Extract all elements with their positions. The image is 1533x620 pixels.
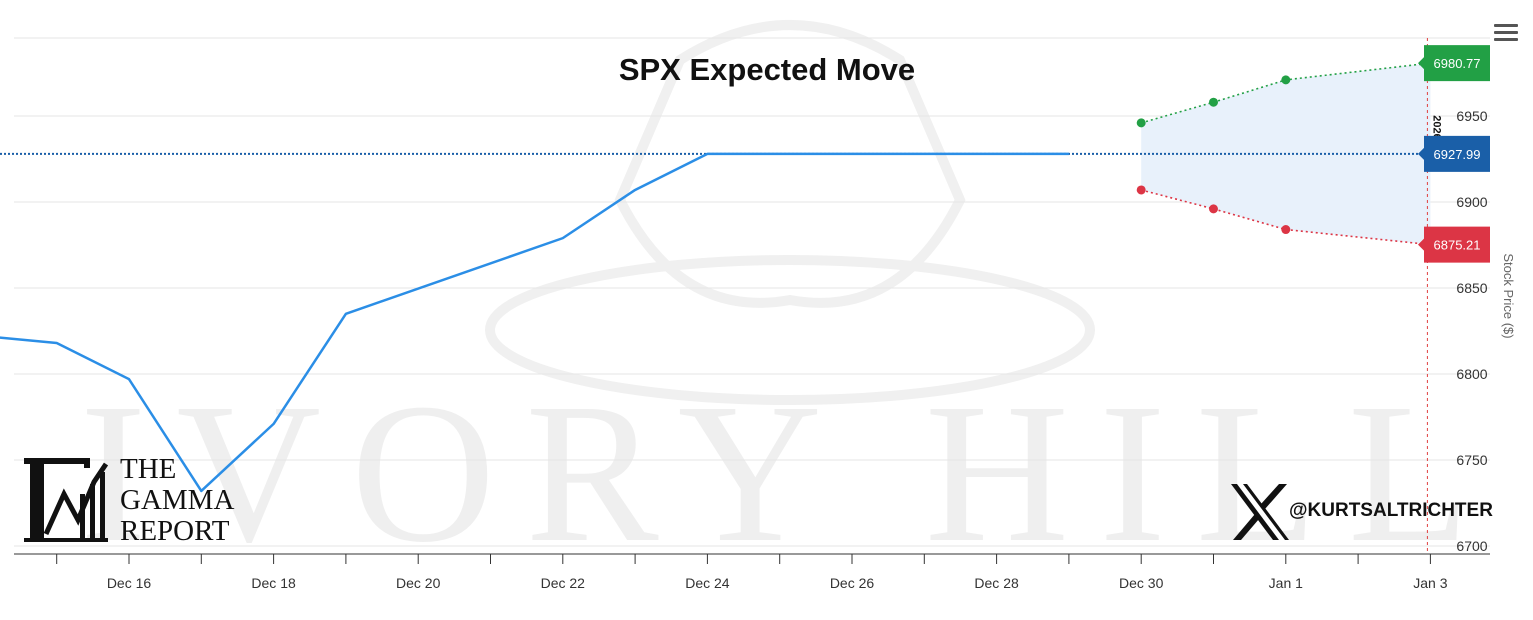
value-label-text: 6927.99 xyxy=(1434,147,1481,162)
logo-text: THE GAMMA REPORT xyxy=(120,454,234,547)
x-tick-label: Dec 16 xyxy=(107,575,152,591)
y-tick-label: 6750 xyxy=(1456,452,1487,468)
x-tick-label: Dec 20 xyxy=(396,575,441,591)
y-tick-label: 6950 xyxy=(1456,108,1487,124)
menu-bar-icon xyxy=(1494,31,1518,34)
logo-line: REPORT xyxy=(120,515,230,547)
y-tick-label: 6800 xyxy=(1456,366,1487,382)
x-tick-label: Jan 1 xyxy=(1269,575,1303,591)
value-label-text: 6980.77 xyxy=(1434,56,1481,71)
price-line xyxy=(0,152,1069,493)
logo-line: GAMMA xyxy=(120,484,235,516)
chart-title: SPX Expected Move xyxy=(619,52,915,87)
y-tick-label: 6850 xyxy=(1456,280,1487,296)
x-logo-icon xyxy=(1231,484,1289,540)
upper-bound-point xyxy=(1209,97,1218,107)
x-tick-label: Dec 18 xyxy=(251,575,296,591)
upper-bound-point xyxy=(1136,118,1146,128)
lower-bound-point xyxy=(1136,185,1146,195)
x-tick-label: Dec 30 xyxy=(1119,575,1164,591)
y-tick-label: 6900 xyxy=(1456,194,1487,210)
upper-bound-point xyxy=(1281,75,1291,85)
value-label-badge xyxy=(1418,135,1490,172)
lower-bound-point xyxy=(1209,204,1218,214)
lower-bound-point xyxy=(1281,225,1291,235)
x-tick-label: Dec 28 xyxy=(974,575,1019,591)
gamma-report-logo-icon xyxy=(24,458,109,542)
value-label-badge xyxy=(1418,226,1490,263)
menu-bar-icon xyxy=(1494,24,1518,27)
y-tick-label: 6700 xyxy=(1456,538,1487,554)
x-tick-label: Dec 22 xyxy=(541,575,586,591)
x-tick-label: Jan 3 xyxy=(1413,575,1447,591)
x-tick-label: Dec 26 xyxy=(830,575,875,591)
value-label-text: 6875.21 xyxy=(1434,238,1481,253)
watermark-ellipse xyxy=(485,255,1095,405)
value-label-badge xyxy=(1418,45,1490,82)
chart-menu-button[interactable] xyxy=(1494,24,1518,44)
social-handle: @KURTSALTRICHTER xyxy=(1289,500,1493,521)
menu-bar-icon xyxy=(1494,38,1518,41)
x-tick-label: Dec 24 xyxy=(685,575,730,591)
y-axis-label: Stock Price ($) xyxy=(1501,253,1516,338)
logo-line: THE xyxy=(120,453,177,485)
watermark-elephant-icon xyxy=(614,20,966,308)
